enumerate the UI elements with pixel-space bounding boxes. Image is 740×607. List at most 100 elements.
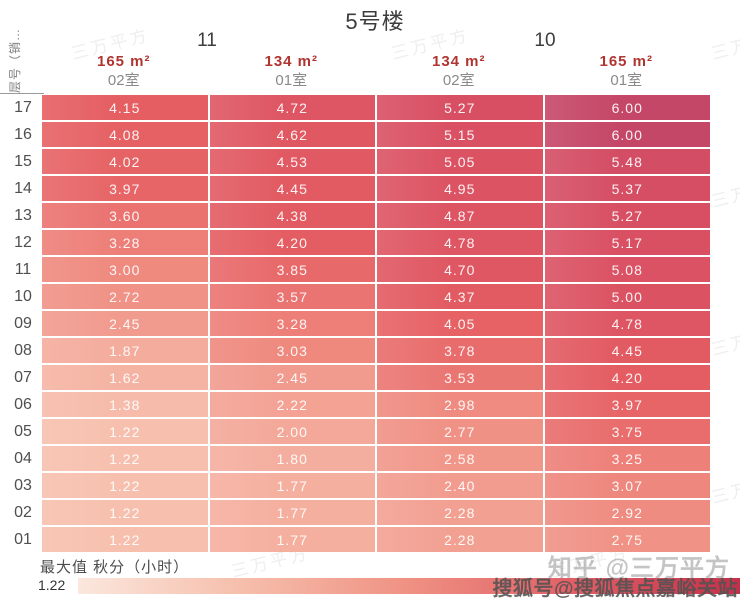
- axis-divider-line: [0, 93, 44, 94]
- watermark-zhihu: 知乎 @三万平方: [547, 555, 730, 582]
- heatmap-cell: 6.00: [544, 122, 710, 147]
- heatmap-cell: 4.78: [544, 311, 710, 336]
- heatmap-cell: 2.58: [377, 446, 543, 471]
- column-header-0: 165 m² 02室: [40, 52, 208, 90]
- heatmap-cell: 2.28: [377, 500, 543, 525]
- floor-label: 14: [0, 176, 40, 201]
- heatmap-cell: 4.15: [42, 95, 208, 120]
- heatmap-cell: 2.45: [209, 365, 375, 390]
- heatmap-cell: 1.77: [209, 473, 375, 498]
- heatmap-cell: 2.22: [209, 392, 375, 417]
- floor-axis-label: 层号（销…: [0, 27, 28, 93]
- heatmap-cell: 2.00: [209, 419, 375, 444]
- heatmap-cell: 4.37: [377, 284, 543, 309]
- column-room-label: 02室: [107, 72, 140, 89]
- heatmap-cell: 3.25: [544, 446, 710, 471]
- unit-group-label-11: 11: [197, 30, 217, 51]
- column-area-label: 165 m²: [96, 53, 151, 70]
- heatmap-cell: 3.28: [42, 230, 208, 255]
- watermark-tile: 三万平方: [709, 25, 740, 64]
- legend-min-value: 1.22: [38, 577, 66, 593]
- watermark-sohu: 搜狐号@搜狐焦点嘉峪关站: [492, 578, 738, 600]
- heatmap-cell: 5.37: [544, 176, 710, 201]
- heatmap-cell: 1.62: [42, 365, 208, 390]
- floor-label: 07: [0, 365, 40, 390]
- heatmap-cell: 1.77: [209, 527, 375, 552]
- heatmap-cell: 1.38: [42, 392, 208, 417]
- floor-label: 01: [0, 527, 40, 552]
- watermark-tile: 三万平方: [709, 321, 740, 360]
- floor-label: 06: [0, 392, 40, 417]
- floor-label: 13: [0, 203, 40, 228]
- column-room-label: 02室: [442, 72, 475, 89]
- heatmap-cell: 2.75: [544, 527, 710, 552]
- floor-axis-label-text: 层号（销…: [7, 27, 22, 93]
- heatmap-cell: 1.22: [42, 446, 208, 471]
- floor-label: 10: [0, 284, 40, 309]
- heatmap-cell: 2.98: [377, 392, 543, 417]
- floor-label: 17: [0, 95, 40, 120]
- heatmap-cell: 1.77: [209, 500, 375, 525]
- heatmap-cell: 4.05: [377, 311, 543, 336]
- heatmap-cell: 2.72: [42, 284, 208, 309]
- floor-label: 16: [0, 122, 40, 147]
- chart-title: 5号楼: [345, 9, 405, 34]
- heatmap-cell: 1.87: [42, 338, 208, 363]
- heatmap-cell: 2.40: [377, 473, 543, 498]
- legend-gradient-bar: [78, 578, 740, 594]
- heatmap-cell: 4.87: [377, 203, 543, 228]
- watermark-tile: 三万平方: [709, 173, 740, 212]
- floor-label: 08: [0, 338, 40, 363]
- heatmap-cell: 4.70: [377, 257, 543, 282]
- floor-label: 05: [0, 419, 40, 444]
- heatmap-cell: 3.78: [377, 338, 543, 363]
- floor-label: 12: [0, 230, 40, 255]
- heatmap-table: 17 4.15 4.72 5.27 6.00 16 4.08 4.62 5.15 6.00 15 4.…: [0, 95, 710, 552]
- heatmap-cell: 3.03: [209, 338, 375, 363]
- heatmap-cell: 3.00: [42, 257, 208, 282]
- heatmap-cell: 1.80: [209, 446, 375, 471]
- heatmap-cell: 1.22: [42, 473, 208, 498]
- heatmap-cell: 6.00: [544, 95, 710, 120]
- floor-label: 09: [0, 311, 40, 336]
- unit-group-label-10: 10: [534, 30, 556, 51]
- heatmap-cell: 3.57: [209, 284, 375, 309]
- heatmap-cell: 5.17: [544, 230, 710, 255]
- column-area-label: 165 m²: [599, 53, 654, 70]
- column-header-1: 134 m² 01室: [208, 52, 376, 90]
- heatmap-cell: 5.48: [544, 149, 710, 174]
- heatmap-cell: 4.20: [544, 365, 710, 390]
- heatmap-cell: 4.53: [209, 149, 375, 174]
- heatmap-cell: 3.97: [42, 176, 208, 201]
- heatmap-cell: 1.22: [42, 527, 208, 552]
- heatmap-cell: 4.95: [377, 176, 543, 201]
- floor-label: 04: [0, 446, 40, 471]
- column-header-3: 165 m² 01室: [543, 52, 711, 90]
- heatmap-cell: 3.60: [42, 203, 208, 228]
- heatmap-cell: 2.28: [377, 527, 543, 552]
- heatmap-cell: 4.62: [209, 122, 375, 147]
- column-room-label: 01室: [610, 72, 643, 89]
- column-header-2: 134 m² 02室: [375, 52, 543, 90]
- heatmap-cell: 5.05: [377, 149, 543, 174]
- column-headers: 165 m² 02室 134 m² 01室 134 m² 02室 165 m² 01室: [40, 52, 710, 90]
- heatmap-cell: 3.75: [544, 419, 710, 444]
- heatmap-cell: 3.97: [544, 392, 710, 417]
- heatmap-cell: 2.45: [42, 311, 208, 336]
- heatmap-cell: 3.28: [209, 311, 375, 336]
- heatmap-cell: 2.92: [544, 500, 710, 525]
- column-area-label: 134 m²: [431, 53, 486, 70]
- floor-label: 03: [0, 473, 40, 498]
- floor-label: 02: [0, 500, 40, 525]
- watermark-tile: 三万平方: [709, 469, 740, 508]
- heatmap-cell: 5.08: [544, 257, 710, 282]
- heatmap-cell: 4.20: [209, 230, 375, 255]
- heatmap-cell: 5.15: [377, 122, 543, 147]
- heatmap-cell: 4.02: [42, 149, 208, 174]
- heatmap-cell: 4.45: [544, 338, 710, 363]
- heatmap-cell: 4.72: [209, 95, 375, 120]
- heatmap-cell: 5.27: [377, 95, 543, 120]
- heatmap-cell: 1.22: [42, 500, 208, 525]
- heatmap-cell: 5.00: [544, 284, 710, 309]
